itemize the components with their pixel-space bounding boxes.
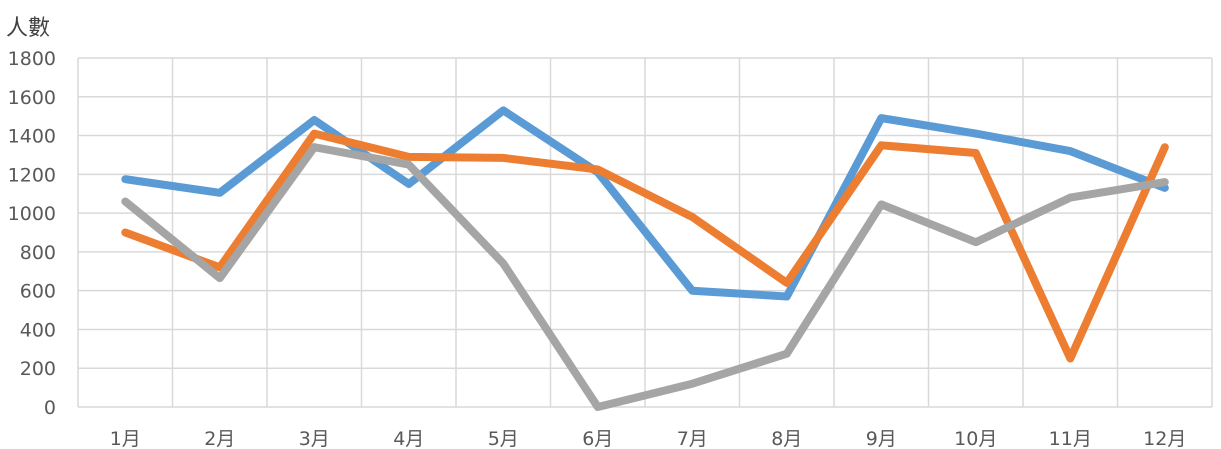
x-tick-label: 11月 — [1049, 428, 1092, 449]
y-tick-label: 600 — [20, 281, 56, 303]
y-axis-ticks: 0 200 400 600 800 1000 1200 1400 1600 1800 — [8, 48, 56, 419]
series-line-3 — [121, 143, 1169, 411]
x-tick-label: 3月 — [299, 428, 330, 449]
series-lines — [121, 106, 1169, 411]
x-tick-label: 10月 — [954, 428, 997, 449]
x-tick-label: 9月 — [866, 428, 897, 449]
y-tick-label: 200 — [20, 358, 56, 380]
x-axis-ticks: 1月 2月 3月 4月 5月 6月 7月 8月 9月 10月 11月 12月 — [110, 428, 1187, 449]
x-tick-label: 12月 — [1143, 428, 1186, 449]
series-line-2 — [121, 129, 1169, 363]
y-tick-label: 1600 — [8, 87, 56, 109]
x-tick-label: 6月 — [582, 428, 613, 449]
y-tick-label: 1200 — [8, 164, 56, 186]
y-tick-label: 0 — [44, 397, 56, 419]
y-tick-label: 400 — [20, 319, 56, 341]
y-tick-label: 1800 — [8, 48, 56, 70]
series-line-1 — [121, 106, 1169, 301]
x-tick-label: 1月 — [110, 428, 141, 449]
y-tick-label: 1000 — [8, 203, 56, 225]
y-tick-label: 1400 — [8, 126, 56, 148]
y-axis-label: 人數 — [6, 16, 51, 41]
x-tick-label: 5月 — [488, 428, 519, 449]
x-tick-label: 4月 — [393, 428, 424, 449]
y-tick-label: 800 — [20, 242, 56, 264]
x-tick-label: 2月 — [204, 428, 235, 449]
x-tick-label: 7月 — [677, 428, 708, 449]
grid-lines — [77, 57, 1213, 408]
x-tick-label: 8月 — [771, 428, 802, 449]
